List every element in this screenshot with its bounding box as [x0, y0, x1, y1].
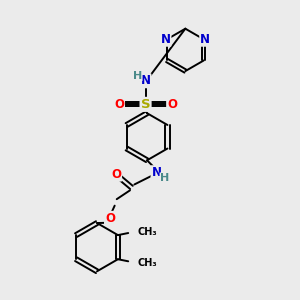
- Text: O: O: [114, 98, 124, 111]
- Text: N: N: [141, 74, 151, 87]
- Text: O: O: [167, 98, 177, 111]
- Text: N: N: [200, 33, 210, 46]
- Text: CH₃: CH₃: [137, 258, 157, 268]
- Text: N: N: [160, 33, 170, 46]
- Text: N: N: [152, 166, 161, 179]
- Text: H: H: [133, 70, 142, 80]
- Text: H: H: [160, 173, 169, 183]
- Text: S: S: [141, 98, 150, 111]
- Text: CH₃: CH₃: [137, 226, 157, 237]
- Text: O: O: [111, 168, 121, 181]
- Text: O: O: [105, 212, 115, 225]
